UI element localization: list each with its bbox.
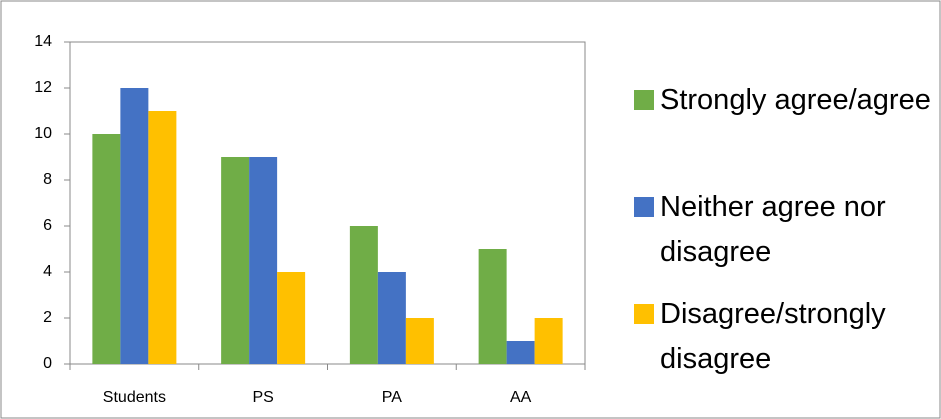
- bar: [277, 272, 306, 364]
- bar: [221, 157, 250, 364]
- x-tick-label: PA: [382, 389, 402, 406]
- legend-label: Neither agree nor disagree: [660, 191, 886, 268]
- legend-swatch: [634, 90, 654, 110]
- bar: [534, 318, 563, 364]
- x-tick-label: Students: [103, 389, 166, 406]
- y-tick-label: 8: [43, 171, 52, 188]
- bar: [405, 318, 434, 364]
- legend-swatch: [634, 304, 654, 324]
- bar: [92, 134, 121, 364]
- legend-label: Disagree/strongly disagree: [660, 298, 886, 375]
- bar: [377, 272, 406, 364]
- x-tick-label: AA: [510, 389, 532, 406]
- y-tick-label: 12: [34, 79, 52, 96]
- y-tick-label: 4: [43, 263, 52, 280]
- x-tick-label: PS: [252, 389, 273, 406]
- legend: Strongly agree/agree Neither agree nor di…: [634, 0, 934, 419]
- y-tick-label: 2: [43, 309, 52, 326]
- bar: [478, 249, 507, 364]
- bar: [349, 226, 378, 364]
- bar: [249, 157, 278, 364]
- y-tick-label: 0: [43, 355, 52, 372]
- y-tick-label: 6: [43, 217, 52, 234]
- legend-label: Strongly agree/agree: [660, 84, 931, 116]
- bar: [506, 341, 535, 364]
- bar: [148, 111, 177, 364]
- legend-swatch: [634, 197, 654, 217]
- y-tick-label: 14: [34, 33, 52, 50]
- y-tick-label: 10: [34, 125, 52, 142]
- bar: [120, 88, 149, 364]
